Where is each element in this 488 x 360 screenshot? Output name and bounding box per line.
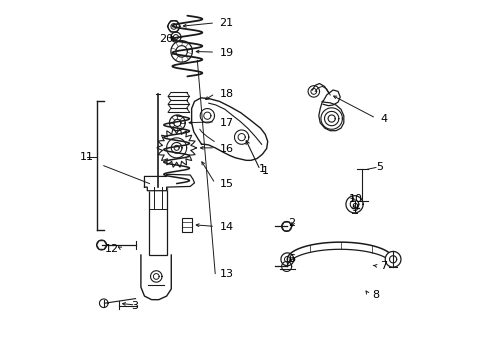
Text: 8: 8	[372, 290, 379, 300]
Text: 1: 1	[258, 164, 265, 174]
Polygon shape	[191, 98, 267, 160]
Text: 14: 14	[219, 222, 233, 232]
Text: 21: 21	[219, 18, 233, 28]
Bar	[182, 217, 192, 232]
Text: 5: 5	[376, 162, 383, 172]
Text: 18: 18	[219, 89, 233, 99]
Bar	[149, 187, 166, 255]
Text: 17: 17	[219, 118, 233, 128]
Text: 11: 11	[80, 152, 94, 162]
Polygon shape	[323, 90, 340, 106]
Text: 6: 6	[287, 253, 294, 264]
Polygon shape	[385, 251, 400, 267]
Polygon shape	[318, 102, 343, 131]
Text: 10: 10	[348, 194, 362, 203]
Text: 16: 16	[219, 144, 233, 154]
Text: 4: 4	[380, 114, 386, 124]
Text: 3: 3	[131, 301, 138, 311]
Polygon shape	[287, 242, 392, 266]
Text: 20: 20	[159, 34, 173, 44]
Text: 2: 2	[287, 218, 295, 228]
Text: 9: 9	[351, 203, 358, 213]
Text: 7: 7	[380, 261, 386, 271]
Text: 19: 19	[219, 48, 233, 58]
Polygon shape	[157, 129, 196, 167]
Text: 12: 12	[104, 244, 119, 253]
Text: 1: 1	[261, 166, 268, 176]
Text: 15: 15	[219, 179, 233, 189]
Text: 13: 13	[219, 269, 233, 279]
Polygon shape	[144, 174, 194, 191]
